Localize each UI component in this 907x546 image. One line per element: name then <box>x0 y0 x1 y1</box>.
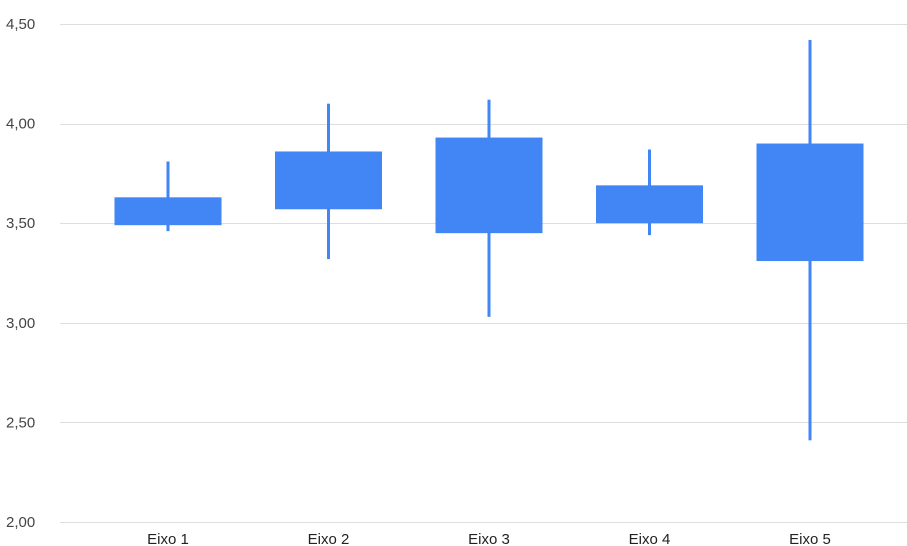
candle-box <box>114 197 222 226</box>
y-tick-label: 4,50 <box>6 16 35 33</box>
y-tick-label: 3,50 <box>6 215 35 232</box>
candle-4 <box>596 149 703 236</box>
candle-5 <box>756 39 864 441</box>
x-category-label: Eixo 3 <box>468 531 510 546</box>
candle-box <box>275 151 382 210</box>
gridlines <box>60 24 907 523</box>
y-tick-label: 2,50 <box>6 414 35 431</box>
y-tick-label: 4,00 <box>6 116 35 133</box>
x-category-label: Eixo 4 <box>629 531 671 546</box>
y-tick-label: 3,00 <box>6 315 35 332</box>
candle-box <box>435 137 543 234</box>
y-axis-tick-labels: 2,00 2,50 3,00 3,50 4,00 4,50 <box>6 16 35 531</box>
x-axis-category-labels: Eixo 1 Eixo 2 Eixo 3 Eixo 4 Eixo 5 <box>147 531 831 546</box>
y-tick-label: 2,00 <box>6 514 35 531</box>
x-category-label: Eixo 2 <box>308 531 350 546</box>
candle-wick <box>166 161 170 232</box>
x-category-label: Eixo 5 <box>789 531 831 546</box>
candle-box <box>596 185 703 224</box>
candle-1 <box>114 161 222 232</box>
x-category-label: Eixo 1 <box>147 531 189 546</box>
candle-box <box>756 143 864 262</box>
candles <box>114 39 864 441</box>
candle-2 <box>275 103 382 260</box>
candle-3 <box>435 99 543 317</box>
